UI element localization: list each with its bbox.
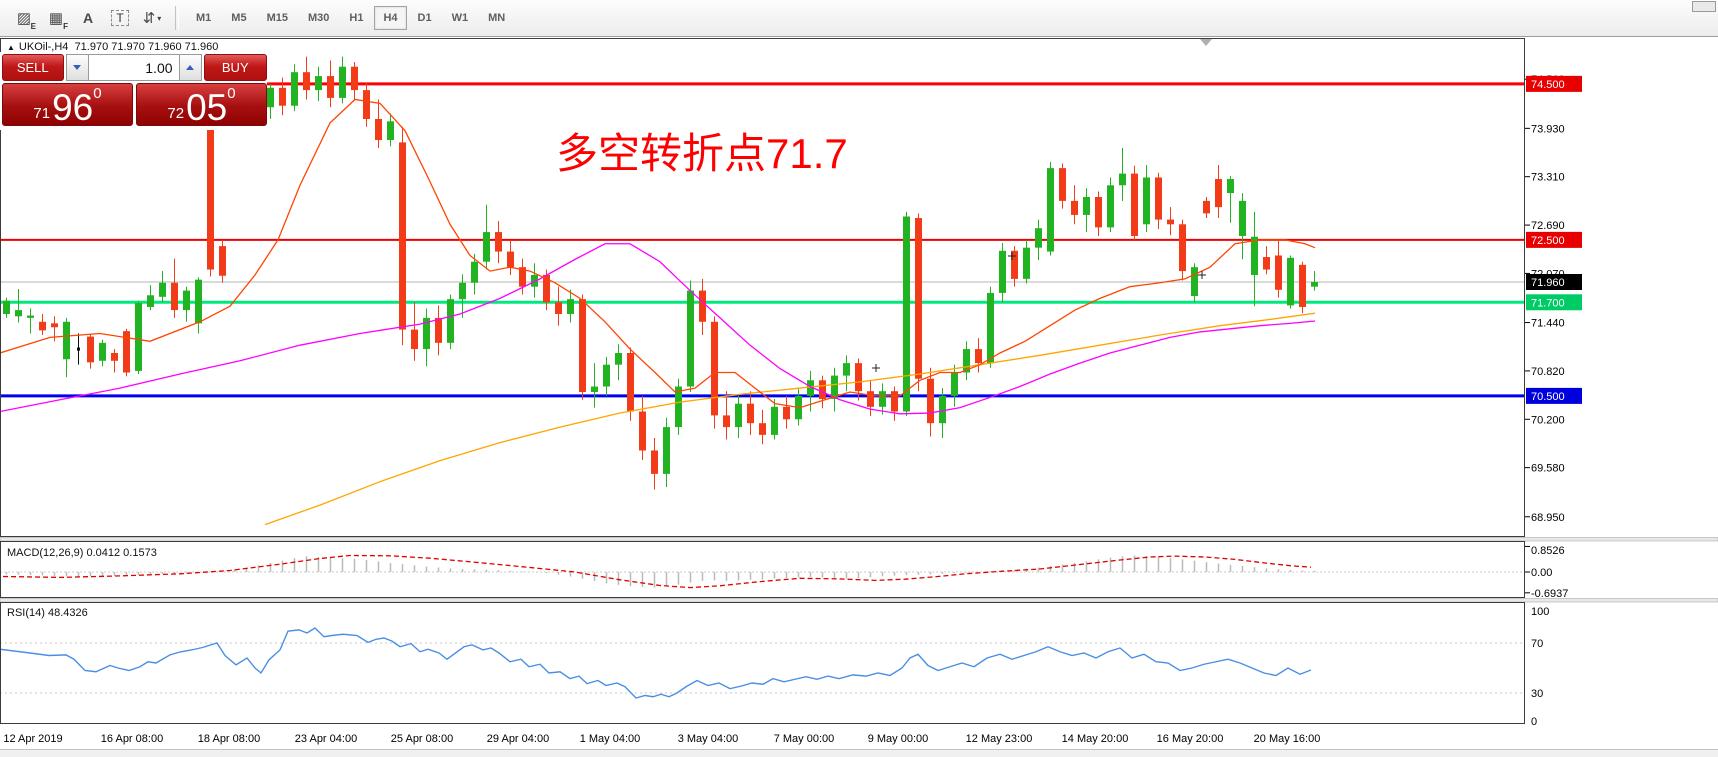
svg-text:29 Apr 04:00: 29 Apr 04:00 xyxy=(487,733,549,745)
timeframe-mn-button[interactable]: MN xyxy=(479,6,514,30)
timeframe-w1-button[interactable]: W1 xyxy=(443,6,478,30)
macd-panel[interactable] xyxy=(0,554,1525,589)
timeframe-m1-button[interactable]: M1 xyxy=(187,6,220,30)
timeframe-m5-button[interactable]: M5 xyxy=(222,6,255,30)
text-box-icon[interactable]: T xyxy=(106,4,134,32)
svg-text:1 May 04:00: 1 May 04:00 xyxy=(580,733,641,745)
toolbar-separator xyxy=(175,6,179,30)
svg-text:25 Apr 08:00: 25 Apr 08:00 xyxy=(391,733,453,745)
volume-increase-button[interactable] xyxy=(178,54,202,81)
sell-price-prefix: 71 xyxy=(33,105,51,122)
sell-button[interactable]: SELL xyxy=(2,54,64,81)
volume-stepper xyxy=(65,54,202,81)
svg-text:16 May 20:00: 16 May 20:00 xyxy=(1157,733,1224,745)
sell-price-sup: 0 xyxy=(93,85,102,102)
svg-text:72.690: 72.690 xyxy=(1531,220,1565,232)
chevron-up-icon xyxy=(186,65,195,70)
buy-button[interactable]: BUY xyxy=(203,54,267,81)
svg-text:12 May 23:00: 12 May 23:00 xyxy=(966,733,1033,745)
svg-text:3 May 04:00: 3 May 04:00 xyxy=(678,733,739,745)
svg-text:16 Apr 08:00: 16 Apr 08:00 xyxy=(101,733,163,745)
svg-text:23 Apr 04:00: 23 Apr 04:00 xyxy=(295,733,357,745)
symbol-arrow-icon: ▲ xyxy=(7,43,15,52)
svg-text:0: 0 xyxy=(1531,716,1537,728)
svg-text:30: 30 xyxy=(1531,688,1543,700)
toolbar: ▨ E ▦ F A T ⇵ ▾ M1 M5 M15 M30 H1 H4 D1 W1 MN xyxy=(0,0,1718,37)
sell-price-display[interactable]: 71 96 0 xyxy=(2,83,133,126)
shift-marker-icon xyxy=(1200,39,1212,46)
svg-text:20 May 16:00: 20 May 16:00 xyxy=(1254,733,1321,745)
rsi-label: RSI(14) 48.4326 xyxy=(7,607,88,619)
svg-text:12 Apr 2019: 12 Apr 2019 xyxy=(3,733,62,745)
svg-text:-0.6937: -0.6937 xyxy=(1531,588,1568,600)
svg-text:70.820: 70.820 xyxy=(1531,366,1565,378)
indicator-hatch-icon[interactable]: ▨ E xyxy=(16,10,36,31)
ohlc-values: 71.970 71.970 71.960 71.960 xyxy=(74,41,219,53)
macd-label: MACD(12,26,9) 0.0412 0.1573 xyxy=(7,547,157,559)
timeframe-m15-button[interactable]: M15 xyxy=(258,6,297,30)
chart-title: ▲ UKOil-,H4 71.970 71.970 71.960 71.960 xyxy=(7,41,218,53)
svg-text:9 May 00:00: 9 May 00:00 xyxy=(868,733,929,745)
rsi-axis[interactable]: 100 70 30 0 xyxy=(1531,606,1549,728)
timeframe-h4-button[interactable]: H4 xyxy=(374,6,407,30)
symbol-timeframe: UKOil-,H4 xyxy=(18,41,69,53)
buy-price-display[interactable]: 72 05 0 xyxy=(136,83,267,126)
svg-text:73.930: 73.930 xyxy=(1531,123,1565,135)
svg-text:68.950: 68.950 xyxy=(1531,512,1565,524)
macd-signal-line xyxy=(2,554,1312,589)
chart-annotation: 多空转折点71.7 xyxy=(556,130,848,177)
svg-text:72.500: 72.500 xyxy=(1531,235,1565,247)
svg-text:74.500: 74.500 xyxy=(1531,79,1565,91)
horizontal-scroll-strip[interactable] xyxy=(0,749,1718,757)
price-axis[interactable]: 74.56073.93073.31072.69072.07071.44070.8… xyxy=(1525,74,1582,524)
svg-text:14 May 20:00: 14 May 20:00 xyxy=(1062,733,1129,745)
buy-price-sup: 0 xyxy=(227,85,236,102)
buy-price-prefix: 72 xyxy=(167,105,185,122)
svg-text:71.440: 71.440 xyxy=(1531,318,1565,330)
svg-text:73.310: 73.310 xyxy=(1531,172,1565,184)
ma-mid-magenta xyxy=(0,243,1316,415)
rsi-panel[interactable] xyxy=(0,627,1525,699)
svg-text:18 Apr 08:00: 18 Apr 08:00 xyxy=(198,733,260,745)
grid-dots-icon[interactable]: ▦ F xyxy=(48,10,68,31)
svg-text:69.580: 69.580 xyxy=(1531,463,1565,475)
timeframe-m30-button[interactable]: M30 xyxy=(299,6,338,30)
timeframe-group: M1 M5 M15 M30 H1 H4 D1 W1 MN xyxy=(186,6,515,30)
svg-text:71.960: 71.960 xyxy=(1531,277,1565,289)
timeframe-d1-button[interactable]: D1 xyxy=(409,6,441,30)
volume-input[interactable] xyxy=(88,54,179,81)
window-corner-box xyxy=(1692,1,1716,12)
macd-axis[interactable]: 0.8526 0.00 -0.6937 xyxy=(1525,545,1568,600)
time-axis[interactable]: 12 Apr 2019 16 Apr 08:00 18 Apr 08:00 23 Ap… xyxy=(3,733,1320,745)
buy-price-big: 05 xyxy=(186,86,228,128)
sell-price-big: 96 xyxy=(52,86,94,128)
timeframe-h1-button[interactable]: H1 xyxy=(340,6,372,30)
cursor-arrows-icon[interactable]: ⇵ ▾ xyxy=(142,10,162,27)
svg-text:70.500: 70.500 xyxy=(1531,391,1565,403)
volume-decrease-button[interactable] xyxy=(65,54,89,81)
svg-text:70: 70 xyxy=(1531,638,1543,650)
ma-fast-vermilion xyxy=(0,98,1316,409)
chevron-down-icon: ▾ xyxy=(157,13,162,23)
svg-text:0.00: 0.00 xyxy=(1531,567,1552,579)
chevron-down-icon xyxy=(73,65,82,70)
svg-text:7 May 00:00: 7 May 00:00 xyxy=(774,733,835,745)
svg-text:70.200: 70.200 xyxy=(1531,414,1565,426)
ma-slow-orange xyxy=(264,312,1316,526)
rsi-line xyxy=(0,627,1312,699)
svg-text:100: 100 xyxy=(1531,606,1549,618)
text-label-icon[interactable]: A xyxy=(82,10,94,26)
svg-text:0.8526: 0.8526 xyxy=(1531,545,1565,557)
svg-text:71.700: 71.700 xyxy=(1531,297,1565,309)
